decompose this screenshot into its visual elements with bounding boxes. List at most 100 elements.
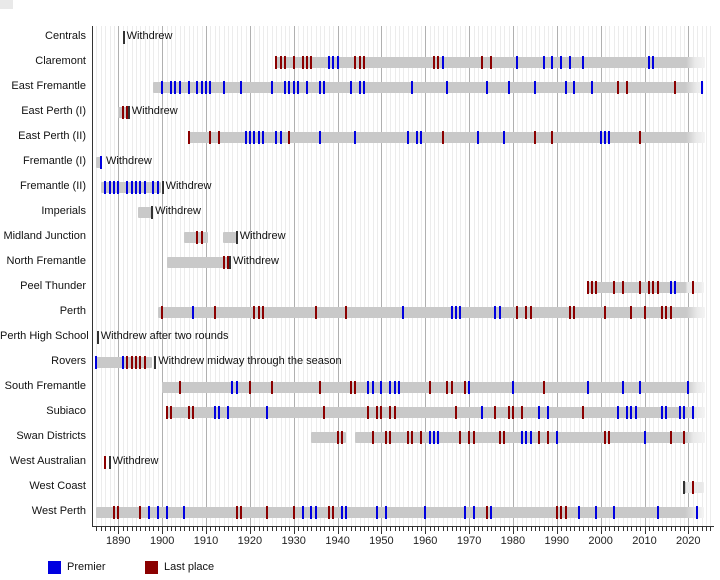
year-gridline — [201, 26, 203, 526]
lastplace-tick — [253, 305, 256, 319]
minor-axis-tick — [131, 527, 133, 531]
premier-tick — [454, 305, 457, 319]
year-gridline — [486, 26, 488, 526]
premier-tick — [511, 380, 514, 394]
year-gridline — [192, 26, 194, 526]
premier-tick — [389, 380, 392, 394]
lastplace-tick — [617, 80, 620, 94]
lastplace-tick — [573, 305, 576, 319]
premier-tick — [555, 430, 558, 444]
lastplace-tick — [319, 380, 321, 394]
lastplace-tick — [590, 280, 593, 294]
lastplace-tick — [213, 305, 216, 319]
year-gridline — [236, 26, 238, 526]
lastplace-tick — [248, 380, 251, 394]
lastplace-tick — [621, 280, 624, 294]
premier-tick — [248, 130, 251, 144]
withdrew-tick — [96, 330, 99, 344]
year-gridline — [569, 26, 571, 526]
minor-axis-tick — [618, 527, 620, 531]
premier-tick — [231, 380, 234, 394]
withdrew-label: Withdrew midway through the season — [158, 355, 342, 367]
lastplace-tick — [126, 355, 129, 369]
premier-tick — [437, 430, 440, 444]
minor-axis-tick — [263, 527, 264, 531]
year-gridline — [184, 26, 186, 526]
x-axis-tick-label: 2010 — [632, 535, 657, 547]
year-gridline — [188, 26, 190, 526]
minor-axis-tick — [486, 527, 488, 531]
premier-tick — [305, 80, 308, 94]
year-gridline — [219, 26, 221, 526]
lastplace-tick — [529, 305, 532, 319]
year-gridline — [385, 26, 387, 526]
year-gridline — [697, 26, 699, 526]
premier-tick — [275, 130, 278, 144]
premier-tick — [533, 80, 536, 94]
year-gridline — [491, 26, 492, 526]
lastplace-tick — [139, 355, 142, 369]
lastplace-tick — [380, 405, 383, 419]
withdrew-label: Withdrew — [165, 180, 212, 192]
lastplace-tick — [165, 405, 168, 419]
year-gridline — [552, 26, 554, 526]
lastplace-tick — [270, 380, 273, 394]
minor-axis-tick — [429, 527, 431, 531]
lastplace-tick — [490, 55, 492, 69]
minor-axis-tick — [328, 527, 330, 531]
club-label: West Australian — [9, 455, 86, 467]
lastplace-tick — [511, 405, 514, 419]
year-gridline — [631, 26, 633, 526]
lastplace-tick — [384, 430, 387, 444]
minor-axis-tick — [539, 527, 541, 531]
premier-tick — [652, 55, 655, 69]
minor-axis-tick — [284, 527, 286, 531]
premier-tick — [525, 430, 528, 444]
minor-axis-tick — [289, 527, 291, 531]
lastplace-tick — [222, 255, 225, 269]
premier-tick — [283, 80, 286, 94]
lastplace-tick — [647, 280, 650, 294]
minor-axis-tick — [530, 527, 532, 531]
club-label: West Coast — [29, 480, 86, 492]
premier-tick — [292, 80, 295, 94]
decade-gridline — [337, 26, 339, 526]
lastplace-tick — [516, 305, 519, 319]
minor-axis-tick — [705, 527, 707, 531]
withdrew-tick — [122, 30, 125, 44]
minor-axis-tick — [311, 527, 313, 531]
minor-axis-tick — [302, 527, 304, 531]
year-gridline — [701, 26, 703, 526]
lastplace-tick — [323, 405, 326, 419]
x-axis-tick-label: 1990 — [544, 535, 570, 547]
lastplace-tick — [292, 505, 295, 519]
lastplace-tick — [454, 405, 457, 419]
lastplace-tick — [191, 405, 194, 419]
lastplace-tick — [428, 380, 431, 394]
premier-tick — [472, 505, 475, 519]
minor-axis-tick — [333, 527, 335, 531]
premier-tick — [573, 80, 576, 94]
premier-tick — [450, 305, 453, 319]
year-gridline — [662, 26, 663, 526]
premier-tick — [262, 130, 264, 144]
minor-axis-tick — [504, 527, 506, 531]
lastplace-tick — [542, 380, 545, 394]
premier-tick — [468, 380, 471, 394]
minor-axis-tick — [149, 527, 150, 531]
year-gridline — [438, 26, 440, 526]
minor-axis-tick — [105, 527, 107, 531]
lastplace-tick — [450, 380, 453, 394]
minor-axis-tick — [683, 527, 685, 531]
minor-axis-tick — [179, 527, 181, 531]
withdrew-label: Withdrew — [155, 205, 201, 217]
club-label: Fremantle (II) — [19, 180, 86, 192]
lastplace-tick — [568, 305, 571, 319]
club-label: Swan Districts — [16, 430, 86, 442]
lastplace-tick — [481, 55, 484, 69]
year-gridline — [420, 26, 422, 526]
year-gridline — [122, 26, 124, 526]
lastplace-tick — [292, 55, 295, 69]
year-gridline — [407, 26, 409, 526]
